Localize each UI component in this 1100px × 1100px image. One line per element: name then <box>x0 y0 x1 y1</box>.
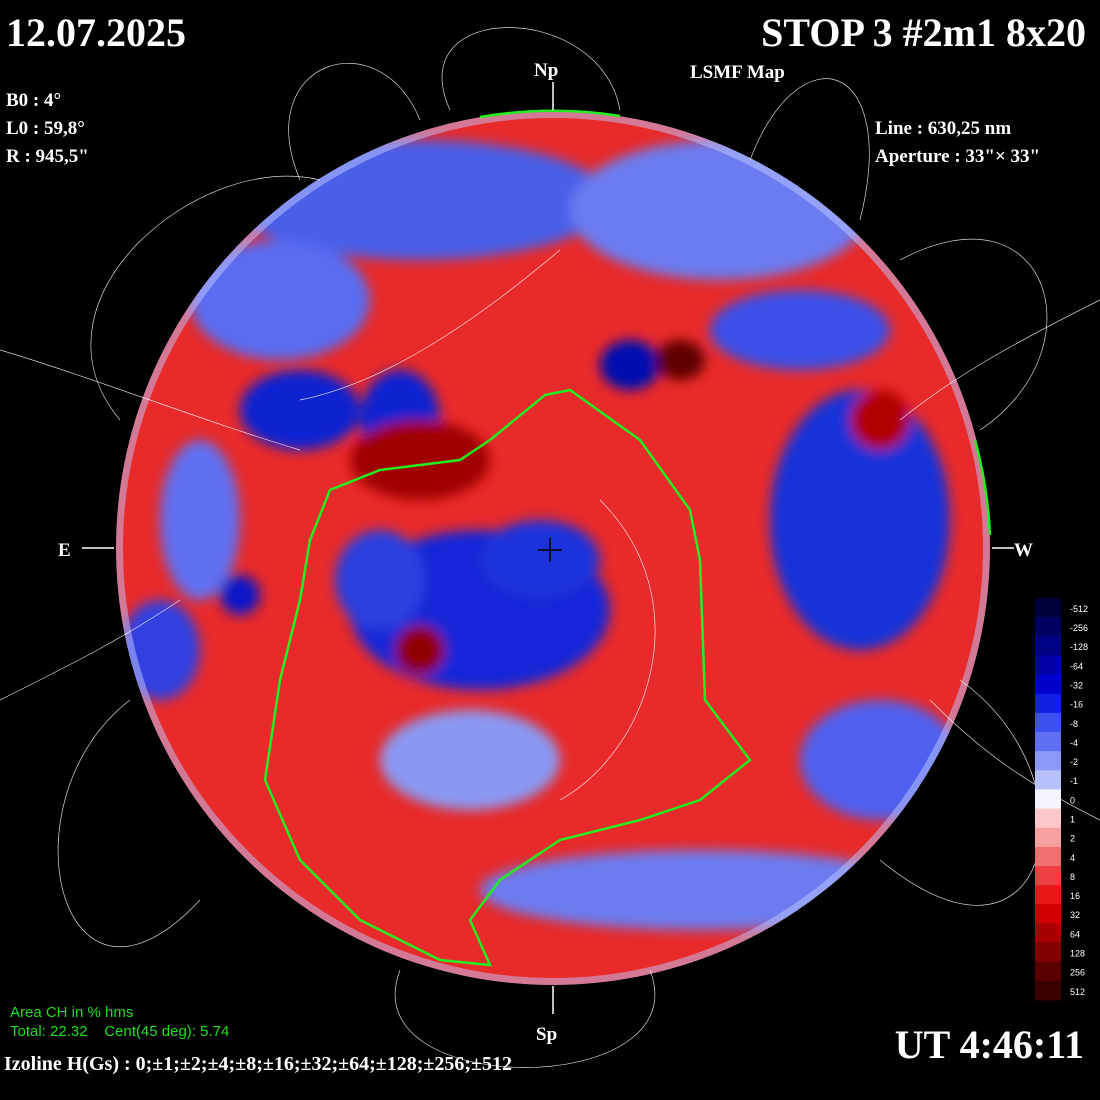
colorbar-swatch <box>1035 655 1061 676</box>
colorbar-label: -4 <box>1070 738 1078 748</box>
date: 12.07.2025 <box>6 10 186 55</box>
colorbar-label: -1 <box>1070 776 1078 786</box>
colorbar-label: -64 <box>1070 661 1083 671</box>
colorbar-label: 512 <box>1070 987 1085 997</box>
colorbar-swatch <box>1035 885 1061 905</box>
param-r: R : 945,5" <box>6 146 89 167</box>
colorbar-swatch <box>1035 923 1061 944</box>
colorbar-swatch <box>1035 674 1061 695</box>
colorbar-label: 32 <box>1070 910 1080 920</box>
colorbar-swatch <box>1035 942 1061 963</box>
colorbar-swatch <box>1035 770 1061 790</box>
colorbar-swatch <box>1035 732 1061 752</box>
param-l0: L0 : 59,8° <box>6 118 85 139</box>
colorbar-label: 0 <box>1070 795 1075 805</box>
colorbar-label: 256 <box>1070 968 1085 978</box>
colorbar-swatch <box>1035 636 1061 656</box>
colorbar-label: -16 <box>1070 700 1083 710</box>
limb-contour <box>479 109 621 119</box>
limb-contour <box>973 439 992 536</box>
east-label: E <box>58 540 71 561</box>
colorbar-label: 128 <box>1070 949 1085 959</box>
west-label: W <box>1014 540 1033 561</box>
colorbar-label: -512 <box>1070 604 1088 614</box>
subtitle: LSMF Map <box>690 62 785 83</box>
coronal-hole-contour <box>263 388 752 967</box>
colorbar-swatch <box>1035 827 1061 848</box>
param-aperture: Aperture : 33"× 33" <box>875 146 1040 167</box>
colorbar-swatch <box>1035 751 1061 771</box>
colorbar-swatch <box>1035 693 1061 714</box>
ch-title: Area CH in % hms <box>10 1004 133 1021</box>
north-label: Np <box>534 60 558 81</box>
colorbar-swatch <box>1035 980 1061 1001</box>
colorbar-swatch <box>1035 598 1061 618</box>
colorbar-swatch <box>1035 617 1061 637</box>
colorbar-label: -128 <box>1070 642 1088 652</box>
colorbar-label: -2 <box>1070 757 1078 767</box>
colorbar-swatch <box>1035 808 1061 829</box>
colorbar-label: -256 <box>1070 623 1088 633</box>
colorbar-swatch <box>1035 961 1061 982</box>
isolines: Izoline H(Gs) : 0;±1;±2;±4;±8;±16;±32;±6… <box>4 1053 512 1075</box>
solar-disc <box>116 111 990 985</box>
colorbar-label: 1 <box>1070 815 1075 825</box>
colorbar-swatch <box>1035 846 1061 867</box>
colorbar-swatch <box>1035 789 1061 810</box>
colorbar-label: 4 <box>1070 853 1075 863</box>
colorbar-label: 16 <box>1070 891 1080 901</box>
param-line: Line : 630,25 nm <box>875 118 1011 139</box>
colorbar-label: 64 <box>1070 929 1080 939</box>
colorbar-label: 8 <box>1070 872 1075 882</box>
colorbar-label: 2 <box>1070 834 1075 844</box>
time: UT 4:46:11 <box>895 1022 1084 1067</box>
param-b0: B0 : 4° <box>6 90 61 111</box>
colorbar-label: -32 <box>1070 681 1083 691</box>
colorbar-swatch <box>1035 866 1061 886</box>
colorbar-swatch <box>1035 904 1061 924</box>
south-label: Sp <box>536 1024 557 1045</box>
title: STOP 3 #2m1 8x20 <box>761 10 1086 55</box>
colorbar-swatch <box>1035 712 1061 733</box>
colorbar-label: -8 <box>1070 719 1078 729</box>
colorbar: -512 -256 -128 -64 -32 -16 -8 -4 -2 -1 0 1 2 4 8 16 32 64… <box>1035 598 1088 1001</box>
ch-values: Total: 22.32 Cent(45 deg): 5.74 <box>10 1023 229 1040</box>
